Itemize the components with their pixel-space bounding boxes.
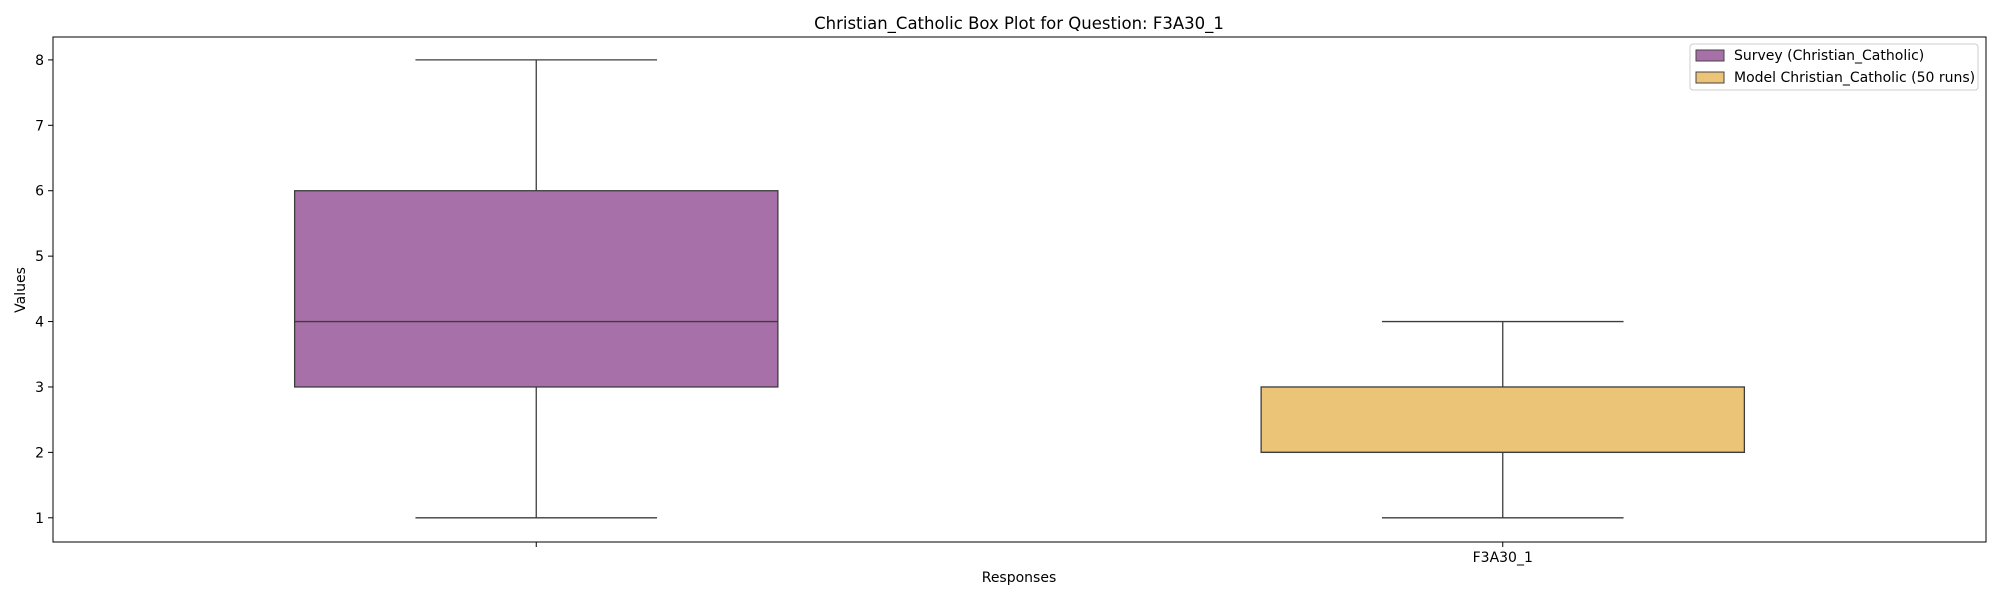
legend: Survey (Christian_Catholic) Model Christ… [1689,43,1979,91]
legend-frame [1689,43,1979,91]
chart-title: Christian_Catholic Box Plot for Question… [814,14,1224,34]
y-tick-label: 5 [35,249,44,265]
box-body [1260,386,1746,454]
y-tick-label: 1 [35,511,44,527]
box-model [1260,320,1746,519]
y-axis-label: Values [13,267,29,313]
x-tick-label: F3A30_1 [1473,550,1533,566]
x-axis: F3A30_1 [535,542,1533,566]
y-tick-label: 2 [35,445,44,461]
plot-frame [52,36,1987,543]
y-tick-label: 8 [35,53,44,69]
legend-swatch-survey [1695,49,1725,62]
y-tick-label: 7 [35,118,44,134]
legend-swatch-model [1695,71,1725,84]
legend-label-survey: Survey (Christian_Catholic) [1734,48,1924,64]
y-tick-label: 3 [35,380,44,396]
box-body [293,190,779,388]
plot-area: 1 2 3 4 5 6 7 8 F3A30_1 [35,36,1987,566]
legend-label-model: Model Christian_Catholic (50 runs) [1734,70,1975,86]
y-tick-label: 4 [35,315,44,331]
box-series-group [293,59,1746,519]
box-survey [293,59,779,519]
x-axis-label: Responses [982,570,1057,586]
y-axis: 1 2 3 4 5 6 7 8 [35,53,53,527]
y-tick-label: 6 [35,184,44,200]
